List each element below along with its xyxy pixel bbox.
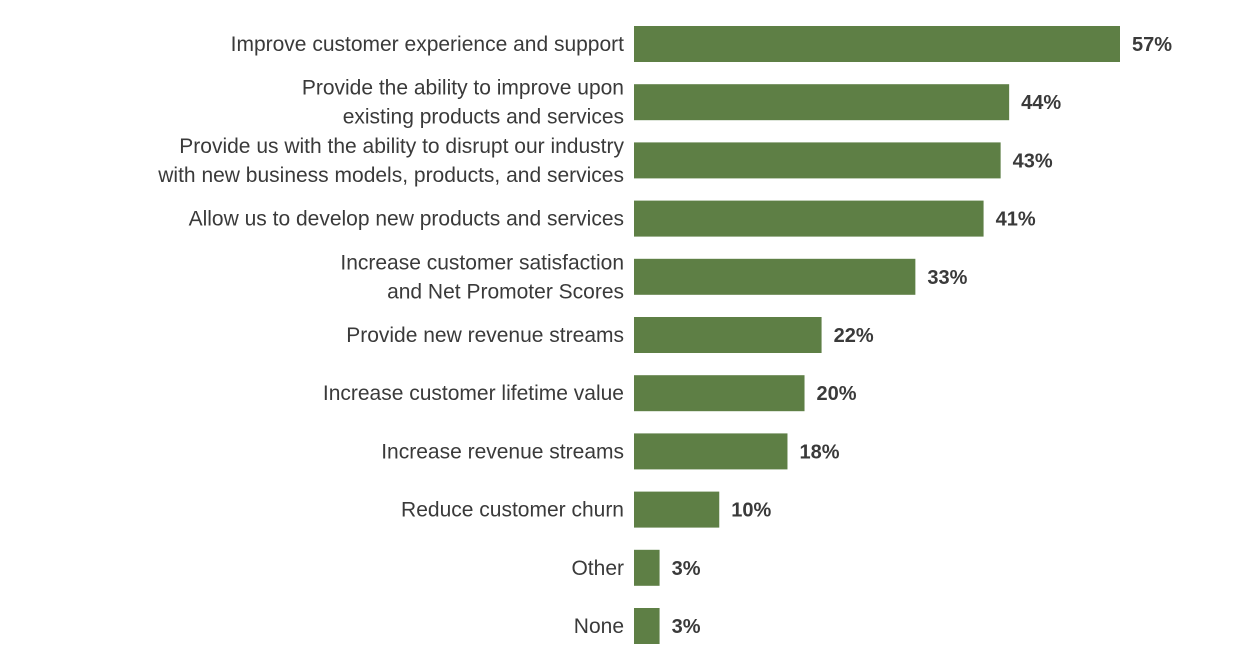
bar-8 [634,491,720,528]
bar-7 [634,433,788,470]
category-label-line: Other [571,557,624,580]
bar-0 [634,26,1120,62]
category-label-5: Provide new revenue streams [346,324,624,347]
category-label-10: None [574,615,624,638]
category-label-line: Improve customer experience and support [231,33,625,56]
value-labels-group: 57% 44% 43% 41% 33% 22% 20% 18% 10% 3% 3% [672,34,1173,638]
category-label-line: Provide new revenue streams [346,324,624,347]
bar-3 [634,200,984,237]
category-label-line: Reduce customer churn [401,499,624,522]
category-label-line: Allow us to develop new products and ser… [189,208,624,231]
category-label-2: Provide us with the ability to disrupt o… [157,135,624,187]
value-label-10: 3% [672,616,701,638]
value-label-3: 41% [996,209,1036,231]
category-label-line: with new business models, products, and … [157,164,624,187]
value-label-8: 10% [731,500,771,522]
bar-2 [634,142,1001,179]
value-label-7: 18% [799,441,839,463]
category-label-line: None [574,615,624,638]
category-label-line: existing products and services [343,106,624,129]
category-label-8: Reduce customer churn [401,499,624,522]
bar-9 [634,549,660,586]
category-label-3: Allow us to develop new products and ser… [189,208,624,231]
bar-10 [634,608,660,644]
bar-1 [634,84,1010,121]
category-label-line: Provide the ability to improve upon [302,77,624,100]
bars-group [634,26,1120,644]
category-label-1: Provide the ability to improve upon exist… [302,77,624,129]
category-label-9: Other [571,557,624,580]
category-label-line: Provide us with the ability to disrupt o… [179,135,624,158]
category-label-line: and Net Promoter Scores [387,280,624,303]
category-label-7: Increase revenue streams [381,440,624,463]
category-label-0: Improve customer experience and support [231,33,625,56]
category-label-line: Increase customer satisfaction [340,251,624,274]
category-label-6: Increase customer lifetime value [323,382,624,405]
category-label-line: Increase revenue streams [381,440,624,463]
value-label-2: 43% [1013,150,1053,172]
value-label-4: 33% [927,267,967,289]
bar-4 [634,258,916,295]
category-label-4: Increase customer satisfaction and Net Pr… [340,251,624,303]
value-label-5: 22% [834,325,874,347]
category-labels-group: Improve customer experience and support P… [157,33,624,638]
value-label-9: 3% [672,558,701,580]
value-label-0: 57% [1132,34,1172,56]
bar-6 [634,375,805,412]
value-label-6: 20% [817,383,857,405]
value-label-1: 44% [1021,92,1061,114]
category-label-line: Increase customer lifetime value [323,382,624,405]
bar-5 [634,317,822,353]
